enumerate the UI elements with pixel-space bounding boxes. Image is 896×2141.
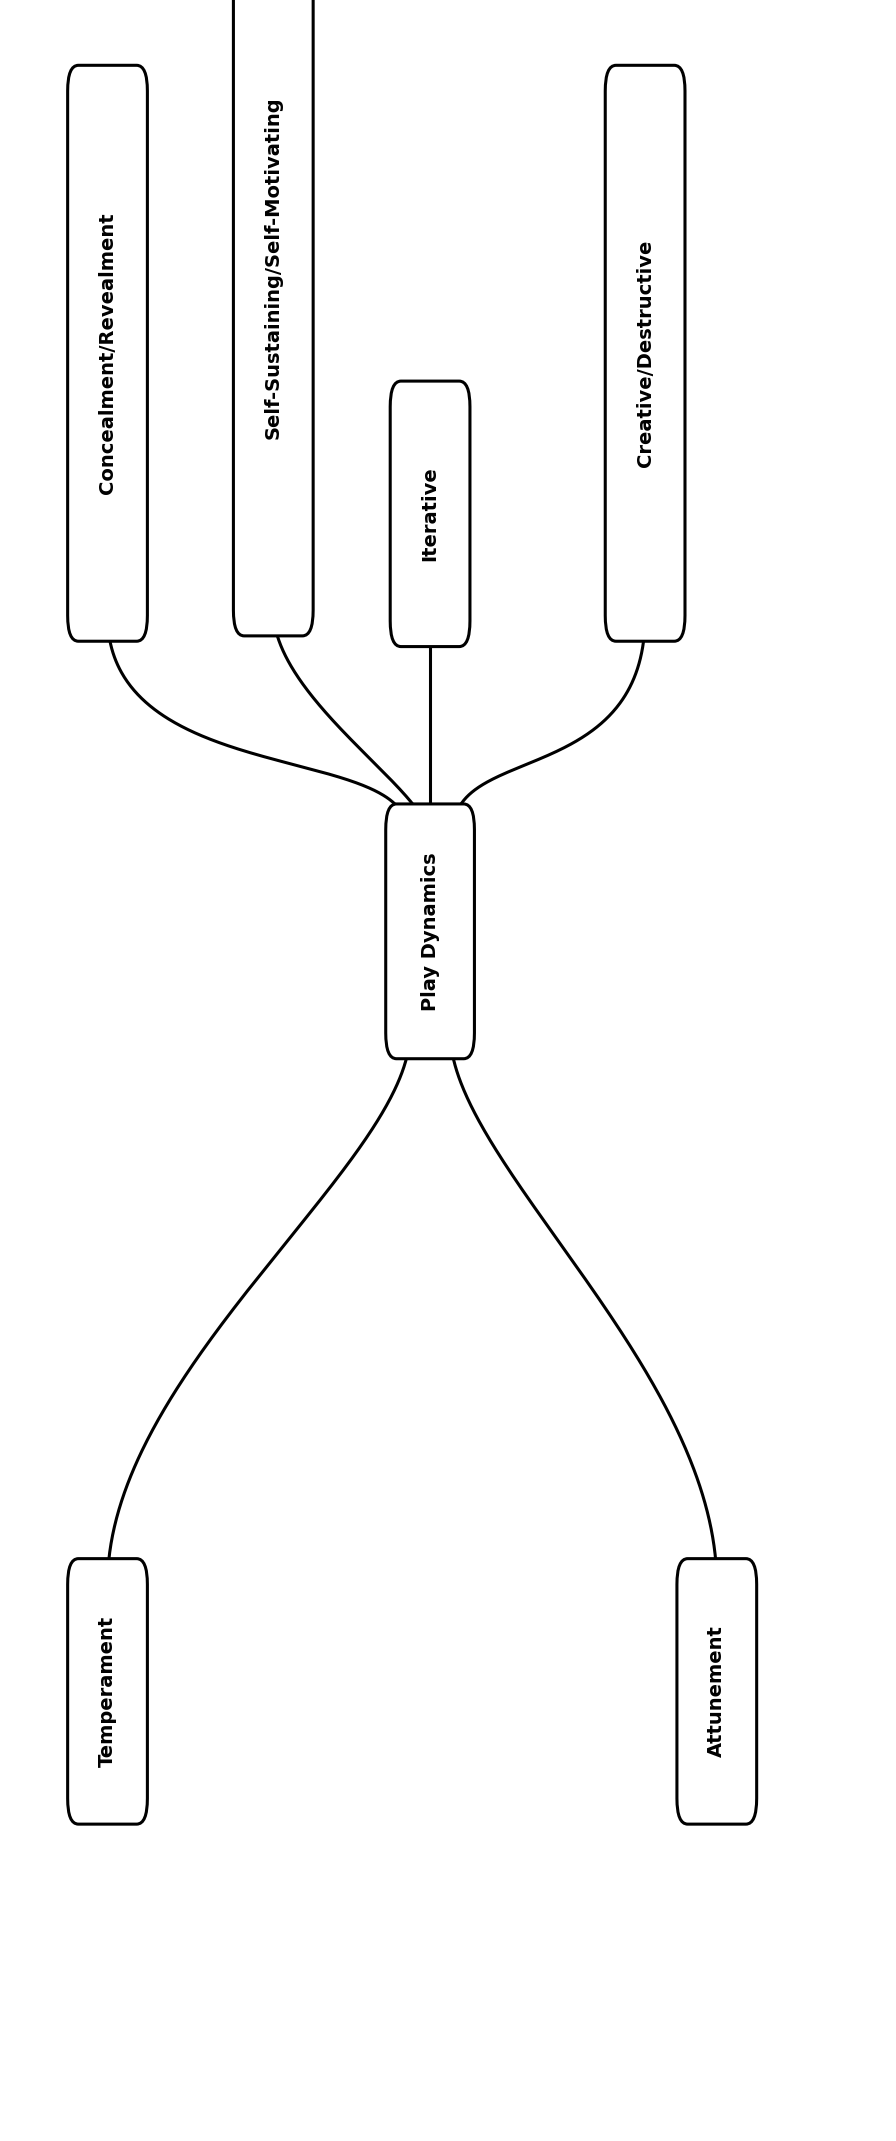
Text: Creative/Destructive: Creative/Destructive — [635, 240, 655, 467]
FancyBboxPatch shape — [677, 1559, 757, 1824]
Text: Concealment/Revealment: Concealment/Revealment — [98, 212, 117, 495]
FancyBboxPatch shape — [606, 66, 685, 642]
Text: Self-Sustaining/Self-Motivating: Self-Sustaining/Self-Motivating — [263, 96, 283, 439]
FancyBboxPatch shape — [233, 0, 314, 636]
Text: Iterative: Iterative — [420, 467, 440, 561]
FancyBboxPatch shape — [68, 66, 147, 642]
Text: Attunement: Attunement — [707, 1625, 727, 1758]
FancyBboxPatch shape — [68, 1559, 147, 1824]
FancyBboxPatch shape — [391, 381, 470, 647]
Text: Play Dynamics: Play Dynamics — [420, 852, 440, 1011]
Text: Temperament: Temperament — [98, 1616, 117, 1766]
FancyBboxPatch shape — [386, 805, 475, 1060]
